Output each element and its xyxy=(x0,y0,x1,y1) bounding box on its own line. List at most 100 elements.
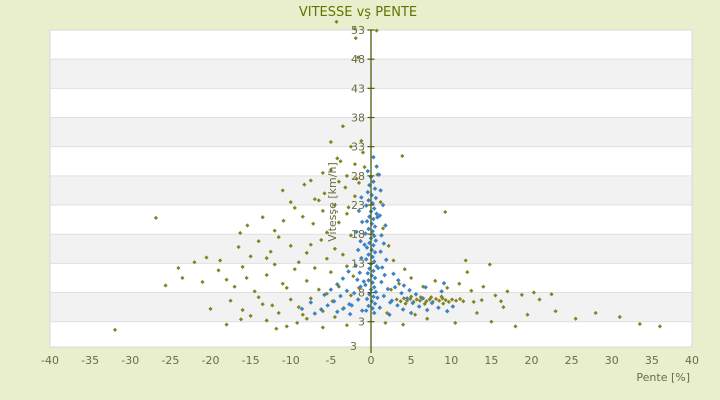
data-point-series_olive xyxy=(433,296,439,302)
data-point-series_olive xyxy=(252,289,257,294)
data-point-series_blue xyxy=(354,229,359,235)
data-point-series_olive xyxy=(336,179,341,184)
data-point-series_blue xyxy=(341,305,347,311)
data-point-series_olive xyxy=(343,185,348,190)
data-point-series_olive xyxy=(335,156,340,161)
data-point-series_blue xyxy=(371,294,376,299)
data-point-series_blue xyxy=(356,208,362,214)
data-point-series_olive xyxy=(388,287,394,292)
data-point-series_blue xyxy=(383,223,388,228)
data-point-series_olive xyxy=(453,298,459,303)
data-point-series_olive xyxy=(424,299,429,304)
data-point-series_olive xyxy=(264,318,269,323)
data-point-series_blue xyxy=(359,195,364,200)
data-point-series_olive xyxy=(479,298,484,303)
data-point-series_olive xyxy=(394,297,399,302)
data-point-series_olive xyxy=(443,298,448,303)
data-point-series_olive xyxy=(316,287,321,292)
data-point-series_blue xyxy=(416,304,422,309)
data-point-series_olive xyxy=(308,178,313,183)
data-point-series_blue xyxy=(370,254,375,260)
data-point-series_olive xyxy=(348,233,354,238)
x-tick-label: -10 xyxy=(282,354,300,367)
data-point-series_olive xyxy=(308,296,313,301)
data-point-series_blue xyxy=(376,172,382,177)
data-point-series_olive xyxy=(398,299,403,304)
data-point-series_olive xyxy=(112,327,118,332)
data-point-series_olive xyxy=(421,284,426,289)
data-point-series_blue xyxy=(387,300,393,305)
data-point-series_olive xyxy=(284,324,289,329)
data-point-series_olive xyxy=(493,293,498,298)
data-point-series_blue xyxy=(371,259,377,264)
data-point-series_olive xyxy=(463,258,468,263)
data-point-series_olive xyxy=(216,268,221,273)
data-point-series_olive xyxy=(304,316,309,321)
data-point-series_blue xyxy=(371,206,377,211)
y-tick-label: 33 xyxy=(351,141,365,154)
data-point-series_blue xyxy=(355,247,361,253)
data-point-series_olive xyxy=(272,228,277,233)
data-point-series_blue xyxy=(378,249,383,254)
data-point-series_olive xyxy=(352,162,358,167)
data-point-series_olive xyxy=(248,313,253,318)
data-point-series_olive xyxy=(322,191,327,196)
data-point-series_olive xyxy=(457,281,462,286)
data-point-series_blue xyxy=(312,311,318,316)
data-point-series_blue xyxy=(383,257,389,263)
data-point-series_blue xyxy=(351,290,357,296)
data-point-series_blue xyxy=(371,233,377,239)
x-tick-label: 40 xyxy=(685,354,699,367)
data-point-series_blue xyxy=(423,284,428,290)
data-point-series_olive xyxy=(344,211,350,216)
x-tick-label: -20 xyxy=(202,354,220,367)
data-point-series_blue xyxy=(424,307,430,313)
data-point-series_olive xyxy=(487,262,492,267)
data-point-series_blue xyxy=(370,280,375,285)
data-point-series_olive xyxy=(260,215,265,220)
x-tick-label: 25 xyxy=(565,354,579,367)
data-point-series_blue xyxy=(366,277,371,283)
data-point-series_olive xyxy=(360,150,366,155)
data-point-series_blue xyxy=(367,214,372,219)
data-point-series_olive xyxy=(302,182,307,187)
data-point-series_blue xyxy=(375,265,381,271)
y-axis-title: Vitesşe [km/h] xyxy=(326,162,339,242)
data-point-series_blue xyxy=(361,279,367,284)
x-tick-label: -15 xyxy=(242,354,260,367)
data-point-series_olive xyxy=(280,281,285,286)
data-point-series_olive xyxy=(308,242,313,247)
data-point-series_olive xyxy=(312,197,317,202)
data-point-series_blue xyxy=(439,289,444,294)
x-tick-label: 30 xyxy=(605,354,619,367)
data-point-series_olive xyxy=(465,270,470,275)
data-point-series_olive xyxy=(346,205,351,210)
data-point-series_olive xyxy=(505,289,510,294)
data-point-series_olive xyxy=(232,284,237,289)
data-point-series_blue xyxy=(359,255,364,261)
data-point-series_blue xyxy=(371,268,376,274)
data-point-series_blue xyxy=(366,303,371,309)
data-point-series_olive xyxy=(204,255,209,260)
data-point-series_olive xyxy=(288,297,293,302)
y-tick-label: 43 xyxy=(351,82,365,95)
data-point-series_olive xyxy=(336,220,341,225)
data-point-series_olive xyxy=(336,284,341,289)
data-point-series_blue xyxy=(338,293,343,299)
data-point-series_olive xyxy=(332,314,337,320)
chart-title: VITESSE vş PENTE xyxy=(299,5,417,20)
data-point-series_blue xyxy=(413,291,419,297)
data-point-series_olive xyxy=(240,307,245,313)
data-point-series_blue xyxy=(344,288,350,294)
data-point-series_blue xyxy=(371,284,377,290)
data-point-series_olive xyxy=(513,324,518,329)
y-tick-label: 48 xyxy=(351,53,365,66)
data-point-series_blue xyxy=(450,304,456,309)
data-point-series_olive xyxy=(180,275,185,281)
data-point-series_blue xyxy=(372,275,378,281)
data-point-series_blue xyxy=(347,311,353,317)
data-point-series_olive xyxy=(338,159,343,164)
data-point-series_olive xyxy=(386,243,391,248)
data-point-series_olive xyxy=(344,264,350,269)
data-point-series_blue xyxy=(365,270,371,276)
